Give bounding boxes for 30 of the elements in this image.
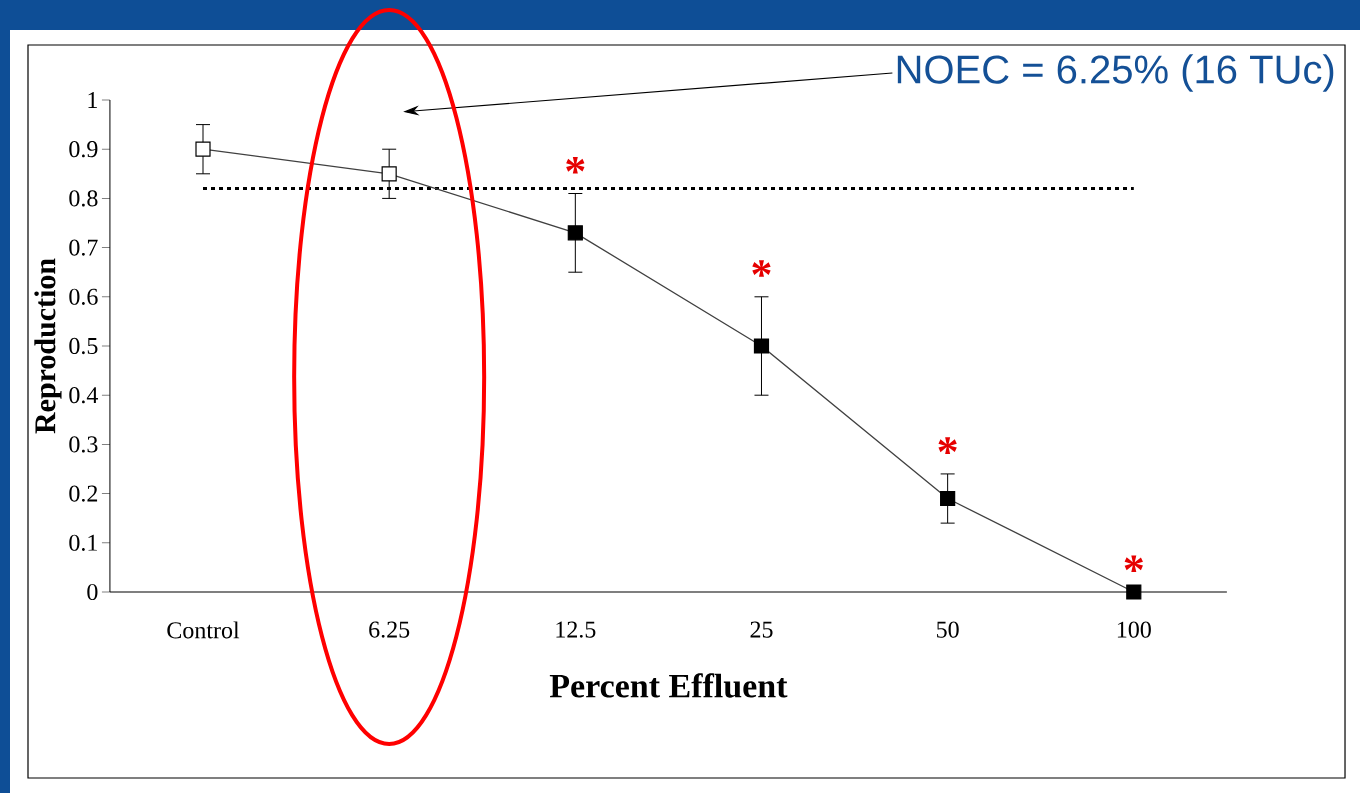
- annotation: *: [1124, 555, 1143, 573]
- y-tick-label: 0.5: [69, 337, 98, 355]
- x-axis-title: Percent Effluent: [549, 673, 788, 698]
- point: [381, 166, 397, 182]
- point: [567, 225, 583, 241]
- x-tick-label: Control: [167, 621, 240, 639]
- y-tick-label: 0.6: [69, 288, 98, 305]
- point: [753, 338, 770, 354]
- y-tick-label: 0.9: [69, 141, 98, 158]
- annotation: *: [938, 437, 957, 454]
- y-tick-label: 0.4: [69, 387, 99, 404]
- y-axis-title: Reproduction: [34, 258, 62, 434]
- text: NOEC = 6.25% (16 TUc): [897, 54, 1334, 92]
- annotation: *: [752, 260, 771, 277]
- x-tick-label: 50: [937, 621, 959, 638]
- point: [195, 141, 211, 157]
- y-tick-label: 0.2: [69, 485, 98, 502]
- x-tick-label: 25: [750, 621, 773, 638]
- y-tick-label: 0.8: [69, 190, 98, 207]
- y-tick-label: 1: [88, 92, 97, 108]
- point: [1126, 584, 1142, 600]
- y-tick-label: 0.1: [69, 534, 97, 551]
- y-tick-label: 0.3: [69, 436, 98, 453]
- y-tick-label: 0.7: [69, 239, 98, 256]
- x-tick-label: 12.5: [556, 621, 596, 638]
- x-tick-label: 6.25: [369, 621, 410, 638]
- point: [940, 490, 956, 507]
- y-tick-label: 0: [87, 583, 98, 601]
- annotation: *: [566, 156, 585, 174]
- x-tick-label: 100: [1117, 621, 1151, 638]
